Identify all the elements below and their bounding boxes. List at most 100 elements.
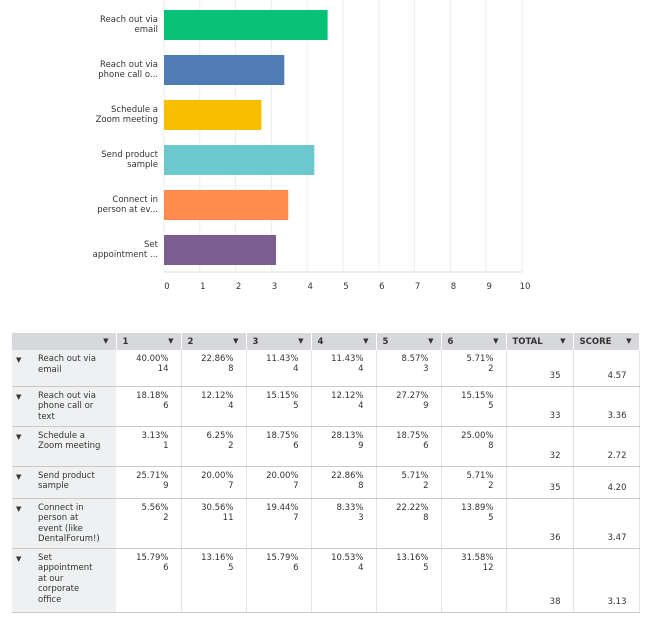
column-header-total[interactable]: TOTAL ▼ [506,333,574,350]
rank-cell-2: 22.86% 8 [181,350,247,387]
column-header-label: TOTAL [512,336,543,347]
cell-percent: 15.79% [136,552,169,563]
row-header[interactable]: ▼ Set appointment at our corporate office [12,548,116,613]
row-header[interactable]: ▼ Connect in person at event (like Dental… [12,498,116,549]
cell-count: 2 [423,480,429,491]
category-label-6-line-1: Set [144,240,159,250]
rank-cell-4: 28.13% 9 [311,426,377,467]
cell-percent: 15.15% [266,390,299,401]
rank-cell-4: 8.33% 3 [311,498,377,549]
cell-percent: 30.56% [201,502,234,513]
column-header-label: SCORE [579,336,612,347]
bar-5 [164,190,289,220]
bar-6 [164,235,277,265]
column-header-label: 1 [122,336,129,347]
x-tick-9: 9 [486,282,491,292]
category-label-5-line-1: Connect in [112,195,158,205]
rank-cell-4: 10.53% 4 [311,548,377,613]
column-header-2[interactable]: 2 ▼ [181,333,247,350]
cell-percent: 6.25% [206,430,234,441]
cell-count: 8 [423,512,429,523]
bar-4 [164,145,315,175]
cell-percent: 22.22% [396,502,429,513]
rank-cell-6: 5.71% 2 [441,350,507,387]
rank-cell-5: 18.75% 6 [376,426,442,467]
row-header[interactable]: ▼ Send product sample [12,466,116,499]
chevron-down-icon: ▼ [16,554,22,563]
rank-cell-4: 12.12% 4 [311,386,377,427]
category-label-2-line-1: Reach out via [100,60,158,70]
cell-count: 11 [222,512,234,523]
cell-count: 7 [293,512,299,523]
cell-count: 7 [293,480,299,491]
results-table: ▼ 1 ▼ 2 ▼ 3 ▼ 4 ▼ 5 ▼ 6 ▼ TOTAL ▼ SCORE ▼ ▼ Reach out via… [12,333,640,613]
rank-cell-5: 22.22% 8 [376,498,442,549]
x-tick-4: 4 [307,282,312,292]
x-tick-0: 0 [164,282,169,292]
column-header-label: 3 [252,336,259,347]
cell-count: 6 [293,440,299,451]
rank-cell-5: 27.27% 9 [376,386,442,427]
category-label-2-line-2: phone call o... [98,70,158,80]
rank-cell-1: 5.56% 2 [116,498,182,549]
cell-percent: 11.43% [331,354,364,364]
column-header-score[interactable]: SCORE ▼ [573,333,640,350]
cell-count: 5 [488,512,494,523]
column-header-label: 6 [447,336,454,347]
cell-count: 2 [488,364,494,374]
cell-count: 2 [163,512,169,523]
cell-count: 6 [163,562,169,573]
rank-cell-1: 25.71% 9 [116,466,182,499]
table-row: ▼ Reach out via email 40.00% 14 22.86% 8 11.43… [12,350,640,387]
column-header-3[interactable]: 3 ▼ [246,333,312,350]
rank-cell-1: 18.18% 6 [116,386,182,427]
chart-gridlines [163,0,523,273]
x-tick-6: 6 [379,282,384,292]
cell-percent: 13.89% [461,502,494,513]
x-tick-5: 5 [343,282,348,292]
cell-count: 12 [482,562,494,573]
table-row: ▼ Send product sample 25.71% 9 20.00% 7 20.00%… [12,466,640,499]
row-label: Reach out via email [38,354,96,375]
score-cell: 2.72 [573,426,640,467]
cell-percent: 27.27% [396,390,429,401]
cell-count: 4 [358,400,364,411]
cell-count: 4 [228,400,234,411]
rank-cell-1: 15.79% 6 [116,548,182,613]
chevron-down-icon: ▼ [428,337,434,345]
cell-count: 8 [488,440,494,451]
cell-percent: 25.71% [136,470,169,481]
score-cell: 4.20 [573,466,640,499]
row-header[interactable]: ▼ Schedule a Zoom meeting [12,426,116,467]
cell-percent: 18.75% [396,430,429,441]
column-header-5[interactable]: 5 ▼ [376,333,442,350]
cell-percent: 22.86% [201,354,234,364]
x-tick-1: 1 [200,282,205,292]
row-header[interactable]: ▼ Reach out via email [12,350,116,387]
chevron-down-icon: ▼ [168,337,174,345]
row-label: Connect in person at event (like DentalF… [38,502,100,545]
rank-cell-5: 5.71% 2 [376,466,442,499]
column-header-6[interactable]: 6 ▼ [441,333,507,350]
chevron-down-icon: ▼ [493,337,499,345]
rank-cell-6: 25.00% 8 [441,426,507,467]
bar-3 [164,100,262,130]
cell-count: 14 [157,364,169,374]
header-row-label-column[interactable]: ▼ [12,333,117,350]
cell-percent: 25.00% [461,430,494,441]
cell-percent: 19.44% [266,502,299,513]
rank-cell-4: 11.43% 4 [311,350,377,387]
category-label-4-line-2: sample [127,160,158,170]
x-tick-10: 10 [520,282,531,292]
column-header-4[interactable]: 4 ▼ [311,333,377,350]
x-tick-2: 2 [236,282,241,292]
chart-x-tick-labels: 0 1 2 3 4 5 6 7 8 9 10 [164,282,530,292]
cell-percent: 20.00% [201,470,234,481]
score-cell: 3.13 [573,548,640,613]
row-header[interactable]: ▼ Reach out via phone call or text [12,386,116,427]
category-label-6-line-2: appointment ... [93,250,158,260]
cell-count: 5 [423,562,429,573]
column-header-1[interactable]: 1 ▼ [116,333,182,350]
row-label: Set appointment at our corporate office [38,552,93,605]
column-header-label: 5 [382,336,389,347]
